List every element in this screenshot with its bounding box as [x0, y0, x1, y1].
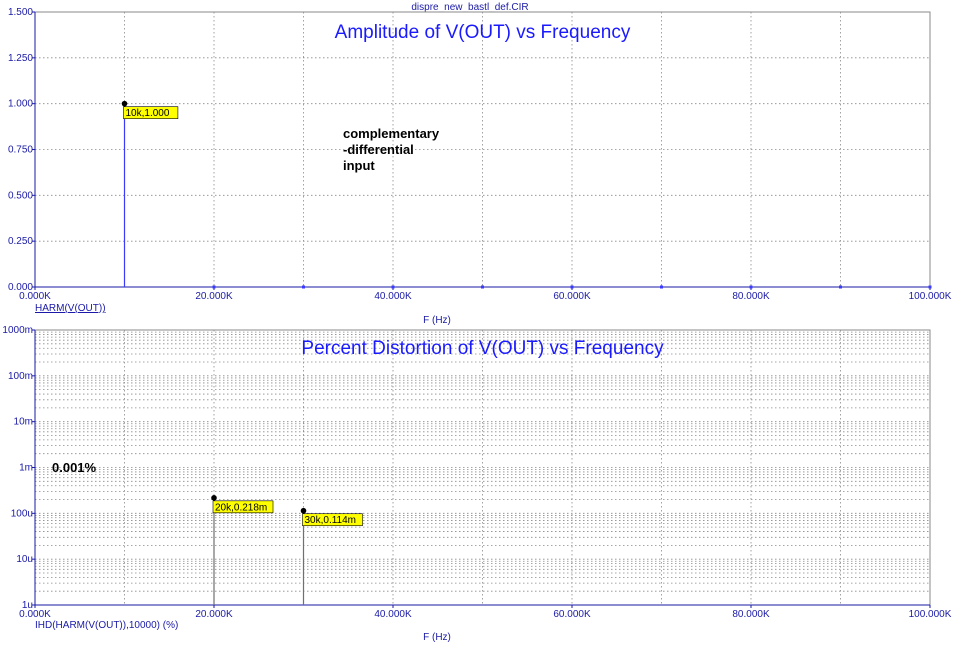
y-tick-label: 1.500 — [8, 7, 33, 18]
y-tick-label: 0.750 — [8, 145, 33, 156]
chart-amplitude: 0.000K 20.000K 40.000K 60.000K 80.000K 100.00… — [8, 7, 952, 326]
marker-label-box — [212, 500, 274, 514]
grid-lines — [35, 330, 930, 605]
bar — [302, 285, 305, 289]
x-tick-label: 20.000K — [195, 609, 233, 620]
annotation-text: input — [343, 158, 375, 173]
y-tick-label: 1.250 — [8, 53, 33, 64]
bar — [570, 285, 574, 289]
bar — [212, 285, 216, 289]
grid-lines — [35, 12, 930, 287]
y-tick-label: 0.000 — [8, 282, 33, 293]
x-tick-label: 60.000K — [553, 291, 591, 302]
series — [213, 497, 305, 605]
bar — [660, 285, 663, 289]
marker-label-box — [123, 106, 179, 119]
x-tick-label: 40.000K — [374, 291, 412, 302]
bar — [481, 285, 484, 289]
marker-label-box — [302, 513, 363, 527]
y-tick-label: 100m — [8, 371, 33, 382]
chart-distortion: 0.000K 20.000K 40.000K 60.000K 80.000K 100.00… — [2, 325, 951, 643]
marker-point — [211, 495, 217, 501]
annotation-text: complementary — [343, 126, 440, 141]
bar — [928, 285, 932, 289]
trace-label: IHD(HARM(V(OUT)),10000) (%) — [35, 620, 178, 631]
marker-point — [121, 100, 128, 107]
chart-title: Percent Distortion of V(OUT) vs Frequenc… — [301, 338, 664, 359]
y-tick-label: 100u — [11, 508, 33, 519]
x-tick-label: 0.000K — [19, 291, 51, 302]
x-tick-label: 0.000K — [19, 609, 51, 620]
y-tick-label: 1m — [19, 463, 33, 474]
series — [123, 103, 932, 289]
x-tick-label: 100.000K — [909, 609, 952, 620]
marker-point — [300, 507, 307, 514]
x-tick-label: 40.000K — [374, 609, 412, 620]
bar — [391, 285, 395, 289]
marker-label: 30k,0.114m — [305, 515, 357, 526]
x-tick-label: 20.000K — [195, 291, 233, 302]
file-name: dispre_new_bastl_def.CIR — [411, 2, 528, 13]
y-tick-label: 1000m — [2, 325, 33, 336]
bar — [749, 285, 753, 289]
annotation-text: 0.001% — [52, 460, 97, 475]
marker-label: 10k,1.000 — [126, 108, 170, 119]
y-tick-label: 10m — [14, 417, 33, 428]
x-tick-label: 80.000K — [732, 291, 770, 302]
y-tick-label: 1u — [22, 600, 33, 611]
x-tick-label: 80.000K — [732, 609, 770, 620]
trace-label: HARM(V(OUT)) — [35, 303, 106, 314]
bar — [839, 285, 842, 289]
marker-label: 20k,0.218m — [215, 502, 267, 513]
x-tick-label: 60.000K — [553, 609, 591, 620]
chart-title: Amplitude of V(OUT) vs Frequency — [335, 22, 631, 43]
y-tick-label: 0.250 — [8, 236, 33, 247]
y-tick-label: 10u — [16, 554, 33, 565]
y-tick-label: 1.000 — [8, 99, 33, 110]
x-tick-label: 100.000K — [909, 291, 952, 302]
x-axis-label: F (Hz) — [423, 632, 451, 643]
annotation-text: -differential — [343, 142, 414, 157]
y-tick-label: 0.500 — [8, 190, 33, 201]
x-axis-label: F (Hz) — [423, 315, 451, 326]
